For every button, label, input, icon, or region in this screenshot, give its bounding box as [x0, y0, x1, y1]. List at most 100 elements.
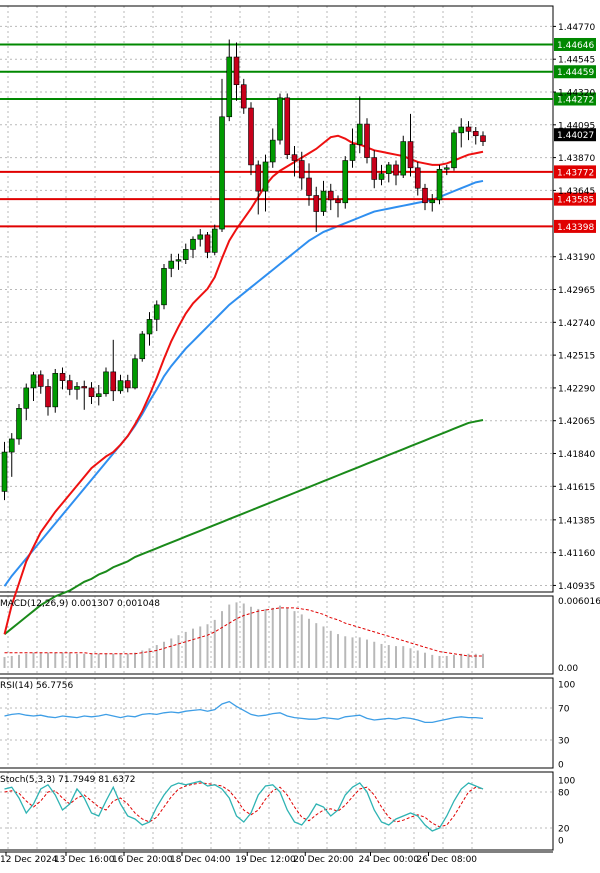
candle-body-bear [66, 380, 73, 390]
price-axis-label: 1.43190 [558, 253, 595, 263]
candle-body-bear [284, 97, 291, 155]
candle [407, 113, 414, 177]
candle-body-bull [269, 139, 276, 163]
time-axis-label: 12 Dec 2024 [0, 855, 58, 865]
candle-body-bull [378, 173, 385, 180]
candle-body-bear [465, 126, 472, 132]
candle-body-bull [117, 380, 124, 392]
candle-body-bull [153, 304, 160, 320]
candle [472, 126, 479, 145]
candle [306, 163, 312, 206]
candle-body-bear [472, 131, 479, 137]
candle [356, 96, 363, 154]
candle [52, 368, 59, 413]
candle-body-bull [349, 144, 356, 161]
resistance-level-label: 1.44459 [557, 68, 594, 78]
support-level-tag [554, 192, 596, 206]
candle [88, 382, 95, 404]
candle [1, 441, 8, 501]
candle-body-bull [161, 268, 167, 306]
rsi-axis-label: 70 [558, 705, 570, 715]
time-axis-label: 13 Dec 16:00 [54, 855, 115, 865]
candle [175, 253, 182, 270]
candle [23, 383, 30, 420]
candle-body-bear [124, 380, 131, 389]
rsi-axis-label: 30 [558, 737, 570, 747]
candle [197, 229, 204, 247]
support-level-label: 1.43772 [557, 168, 594, 178]
candle-body-bear [371, 157, 378, 180]
candle [451, 129, 457, 171]
candle-body-bull [277, 97, 283, 141]
price-axis-label: 1.44095 [558, 121, 595, 131]
candle-body-bull [8, 438, 15, 453]
candle-body-bull [30, 374, 37, 389]
candle [37, 370, 44, 394]
price-axis-label: 1.41615 [558, 483, 595, 493]
price-axis-label: 1.43645 [558, 187, 595, 197]
candle [139, 331, 146, 362]
candle [349, 128, 356, 168]
time-axis-label: 20 Dec 20:00 [293, 855, 354, 865]
candle [320, 180, 327, 216]
candle [262, 154, 269, 212]
rsi-axis-label: 0 [558, 761, 564, 771]
macd-signal-line [4, 607, 483, 657]
candle [240, 78, 247, 114]
candle [110, 339, 117, 402]
candle [385, 161, 392, 183]
candle-body-bear [233, 56, 240, 86]
current-price-label: 1.44027 [557, 131, 594, 141]
candle-body-bull [197, 234, 204, 240]
candle-body-bull [146, 319, 153, 335]
candle-body-bear [480, 135, 486, 142]
stoch-signal-line [4, 782, 484, 828]
candle [313, 186, 320, 232]
candle [284, 93, 291, 160]
candle [153, 300, 160, 332]
candle-body-bear [335, 199, 341, 204]
candle-body-bear [37, 374, 44, 387]
candle [168, 253, 175, 278]
candle-body-bull [175, 259, 182, 262]
candle-body-bear [298, 160, 305, 179]
candle-body-bear [313, 195, 320, 212]
candle-body-bear [240, 84, 247, 109]
support-level-label: 1.43585 [557, 196, 594, 206]
price-axis-label: 1.42965 [558, 286, 595, 296]
support-level-label: 1.43398 [557, 223, 594, 233]
candle [327, 183, 334, 211]
candle [269, 128, 276, 168]
macd-axis-label: 0.00 [558, 664, 578, 674]
candle [8, 433, 15, 477]
candle-body-bear [255, 164, 262, 192]
price-axis-label: 1.41385 [558, 516, 595, 526]
candle-body-bull [436, 168, 443, 201]
candle-body-bull [342, 160, 349, 204]
candle [400, 135, 407, 179]
candle-body-bull [1, 451, 8, 492]
time-axis-label: 18 Dec 04:00 [170, 855, 231, 865]
candle [117, 374, 124, 394]
candle-body-bull [451, 132, 457, 169]
candle [59, 367, 66, 390]
candle-body-bull [356, 123, 363, 145]
candle [458, 118, 465, 148]
candle-body-bear [59, 373, 66, 381]
ma-mid-line [3, 179, 484, 587]
stoch-main-line [4, 780, 484, 832]
candle-body-bear [306, 177, 312, 196]
candle-body-bear [407, 141, 414, 169]
time-axis-label: 16 Dec 20:00 [112, 855, 173, 865]
candle [74, 382, 80, 400]
candle-body-bear [248, 107, 254, 166]
rsi-axis-label: 100 [558, 681, 575, 691]
candle-body-bull [23, 387, 30, 409]
time-axis-label: 24 Dec 00:00 [359, 855, 420, 865]
price-axis-label: 1.44320 [558, 89, 595, 99]
ma-slow-line [3, 419, 484, 636]
support-level-tag [554, 165, 596, 179]
candle-body-bull [95, 393, 102, 397]
candle [298, 151, 305, 190]
candle-body-bull [458, 126, 465, 134]
